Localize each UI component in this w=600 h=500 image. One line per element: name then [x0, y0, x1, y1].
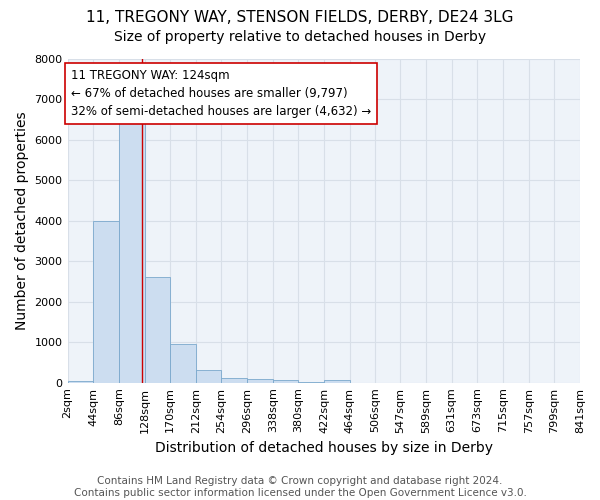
Text: Contains HM Land Registry data © Crown copyright and database right 2024.
Contai: Contains HM Land Registry data © Crown c… — [74, 476, 526, 498]
Bar — [145, 278, 170, 382]
Bar — [93, 221, 119, 382]
Bar — [170, 344, 196, 383]
Bar — [68, 380, 93, 382]
Bar — [221, 378, 247, 382]
Bar — [247, 380, 273, 382]
Bar — [196, 370, 221, 382]
Text: 11 TREGONY WAY: 124sqm
← 67% of detached houses are smaller (9,797)
32% of semi-: 11 TREGONY WAY: 124sqm ← 67% of detached… — [71, 69, 371, 118]
Bar — [273, 380, 298, 382]
Text: 11, TREGONY WAY, STENSON FIELDS, DERBY, DE24 3LG: 11, TREGONY WAY, STENSON FIELDS, DERBY, … — [86, 10, 514, 25]
Bar — [119, 116, 145, 382]
X-axis label: Distribution of detached houses by size in Derby: Distribution of detached houses by size … — [155, 441, 493, 455]
Bar — [324, 380, 350, 382]
Text: Size of property relative to detached houses in Derby: Size of property relative to detached ho… — [114, 30, 486, 44]
Y-axis label: Number of detached properties: Number of detached properties — [15, 112, 29, 330]
